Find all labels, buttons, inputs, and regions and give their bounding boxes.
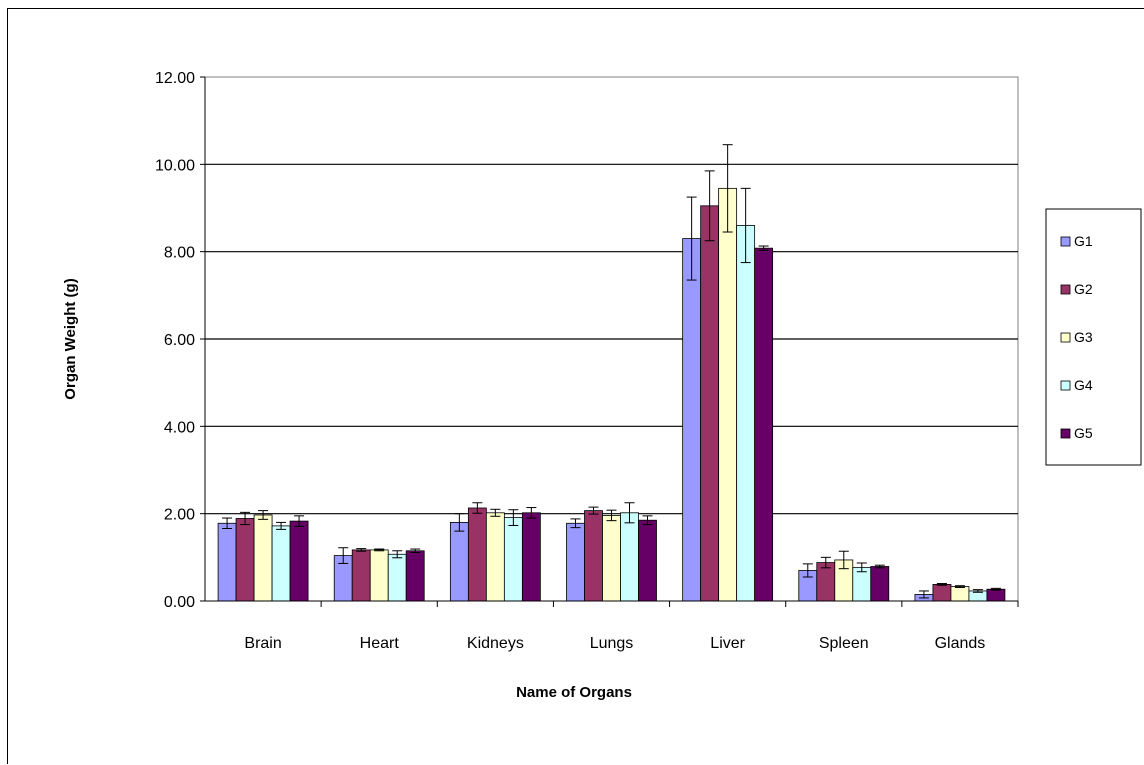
bar-g2-liver xyxy=(700,205,720,602)
bar-g5-glands xyxy=(986,588,1006,602)
y-tick-label: 2.00 xyxy=(164,507,195,524)
bar-g4-lungs xyxy=(620,512,639,602)
bar-g5-spleen xyxy=(870,566,890,602)
bar-g1-lungs xyxy=(566,522,585,602)
chart-svg: 0.00 2.00 4.00 6.00 8.00 10.00 12.00 Brain Heart… xyxy=(62,70,1142,701)
bar-g3-brain xyxy=(253,514,273,602)
bar-g5-heart xyxy=(405,550,425,602)
legend-label-g5: G5 xyxy=(1074,425,1093,441)
x-tick-label: Brain xyxy=(244,635,281,652)
y-axis-title: Organ Weight (g) xyxy=(62,278,79,399)
x-tick-label: Lungs xyxy=(590,635,634,652)
gridlines xyxy=(205,163,1018,515)
bar-g1-brain xyxy=(217,522,237,602)
y-tick-label: 6.00 xyxy=(164,332,195,349)
x-tick-label: Glands xyxy=(935,635,986,652)
bar-g4-heart xyxy=(387,553,407,602)
bar-g5-lungs xyxy=(638,519,657,602)
axes: 0.00 2.00 4.00 6.00 8.00 10.00 12.00 Brain Heart… xyxy=(155,70,1019,652)
bar-g4-brain xyxy=(271,525,291,602)
bar-g4-liver xyxy=(736,225,756,602)
bar-g3-heart xyxy=(369,549,389,602)
y-tick-label: 0.00 xyxy=(164,594,195,611)
bar-g2-glands xyxy=(932,584,952,602)
legend-box xyxy=(1045,208,1142,466)
legend-label-g1: G1 xyxy=(1074,233,1093,249)
bar-g3-glands xyxy=(950,586,970,602)
legend-label-g2: G2 xyxy=(1074,281,1093,297)
bar-g1-liver xyxy=(682,238,702,602)
legend-swatch-g5 xyxy=(1060,428,1071,439)
x-tick-label: Heart xyxy=(360,635,400,652)
bars xyxy=(217,144,1006,602)
bar-g2-kidneys xyxy=(467,507,487,602)
legend-swatch-g2 xyxy=(1060,284,1071,295)
bar-g3-liver xyxy=(718,187,738,602)
y-tick-label: 10.00 xyxy=(155,157,195,174)
bar-g2-brain xyxy=(235,518,255,602)
bar-g2-lungs xyxy=(584,510,603,602)
chart-frame: 0.00 2.00 4.00 6.00 8.00 10.00 12.00 Brain Heart… xyxy=(7,8,1144,764)
bar-g5-brain xyxy=(289,520,309,602)
bar-g3-kidneys xyxy=(485,512,505,602)
bar-g5-kidneys xyxy=(521,512,541,602)
legend-label-g4: G4 xyxy=(1074,377,1093,393)
legend-swatch-g1 xyxy=(1060,236,1071,247)
bar-g1-kidneys xyxy=(449,522,469,602)
y-tick-label: 12.00 xyxy=(155,70,195,87)
bar-g4-kidneys xyxy=(503,517,523,602)
x-tick-label: Kidneys xyxy=(467,635,524,652)
bar-g4-spleen xyxy=(852,566,872,602)
y-tick-label: 8.00 xyxy=(164,245,195,262)
bar-g2-heart xyxy=(351,549,371,602)
x-tick-label: Spleen xyxy=(819,635,869,652)
y-tick-label: 4.00 xyxy=(164,419,195,436)
legend: G1 G2 G3 G4 G5 xyxy=(1045,208,1142,466)
x-axis-title: Name of Organs xyxy=(516,684,632,701)
legend-label-g3: G3 xyxy=(1074,329,1093,345)
bar-g2-spleen xyxy=(816,562,836,602)
bar-g3-lungs xyxy=(602,515,621,602)
legend-swatch-g4 xyxy=(1060,380,1071,391)
legend-swatch-g3 xyxy=(1060,332,1071,343)
bar-g5-liver xyxy=(754,247,774,602)
x-tick-label: Liver xyxy=(710,635,745,652)
